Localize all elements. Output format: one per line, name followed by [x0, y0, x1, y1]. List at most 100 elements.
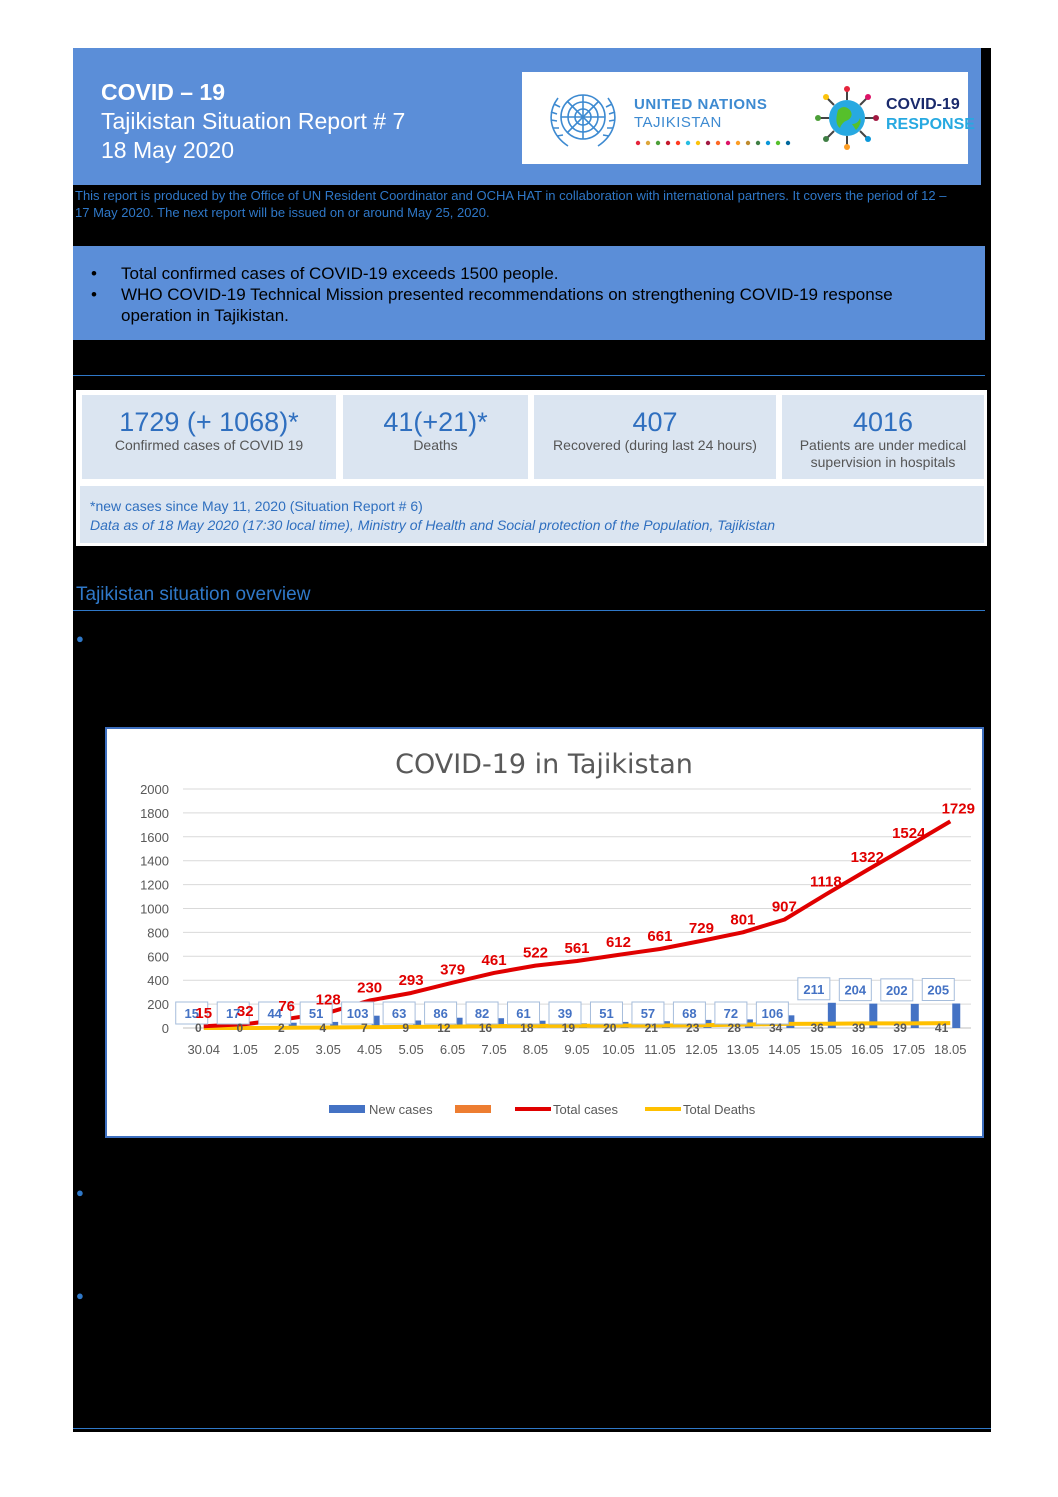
legend-label-total-deaths: Total Deaths [683, 1102, 756, 1117]
new-cases-data-label: 51 [599, 1006, 613, 1021]
new-cases-label-box [631, 1001, 665, 1025]
new-cases-bar [786, 1015, 795, 1028]
total-deaths-data-label: 12 [437, 1021, 451, 1035]
total-deaths-data-label: 34 [769, 1021, 783, 1035]
new-cases-label-box [258, 1001, 292, 1025]
x-tick-label: 10.05 [602, 1042, 635, 1057]
new-cases-bar [413, 1020, 422, 1028]
total-cases-data-label: 15 [195, 1005, 212, 1022]
legend-label-total-cases: Total cases [553, 1102, 619, 1117]
highlights-box: Total confirmed cases of COVID-19 exceed… [73, 246, 985, 340]
stat-value: 41(+21)* [383, 407, 488, 437]
covid-chart: COVID-19 in Tajikistan 0 200 400 600 800 1000 1… [105, 727, 984, 1138]
report-page: COVID – 19 Tajikistan Situation Report #… [73, 48, 991, 1432]
report-date: 18 May 2020 [101, 137, 234, 163]
x-tick-label: 8.05 [523, 1042, 548, 1057]
note-data-source: Data as of 18 May 2020 (17:30 local time… [90, 517, 776, 533]
new-cases-label-box [672, 1001, 706, 1025]
un-name-line2: TAJIKISTAN [634, 114, 722, 131]
y-tick-label: 400 [147, 973, 169, 988]
total-deaths-data-label: 9 [402, 1021, 409, 1035]
highlight-item: WHO COVID-19 Technical Mission presented… [91, 284, 985, 326]
total-deaths-data-label: 4 [319, 1021, 326, 1035]
stat-label: Patients are under medical supervision i… [799, 437, 967, 470]
covid-response-line2: RESPONSE [886, 116, 975, 133]
stat-deaths: 41(+21)* Deaths [343, 395, 528, 479]
total-cases-data-label: 907 [772, 899, 797, 916]
x-tick-label: 4.05 [357, 1042, 382, 1057]
x-tick-label: 15.05 [810, 1042, 843, 1057]
legend-swatch-orange-series [455, 1105, 491, 1113]
stat-label: Deaths [413, 437, 458, 453]
new-cases-label-box [714, 1001, 748, 1025]
total-cases-data-label: 612 [606, 934, 631, 951]
x-tick-label: 9.05 [564, 1042, 589, 1057]
note-new-cases: *new cases since May 11, 2020 (Situation… [90, 498, 423, 514]
new-cases-label-box [341, 1001, 375, 1025]
new-cases-data-label: 204 [844, 983, 866, 998]
total-deaths-data-label: 39 [893, 1021, 907, 1035]
new-cases-data-label: 39 [558, 1006, 572, 1021]
new-cases-data-label: 57 [641, 1006, 655, 1021]
x-tick-label: 5.05 [398, 1042, 423, 1057]
total-cases-data-label: 76 [278, 998, 295, 1015]
y-tick-label: 0 [162, 1021, 169, 1036]
new-cases-label-box [465, 1001, 499, 1025]
bullet-icon: ● [76, 1185, 84, 1200]
y-tick-label: 800 [147, 925, 169, 940]
total-deaths-data-label: 19 [562, 1021, 576, 1035]
new-cases-data-label: 106 [762, 1006, 784, 1021]
new-cases-label-box [755, 1001, 789, 1025]
x-tick-label: 6.05 [440, 1042, 465, 1057]
y-tick-label: 1600 [140, 830, 169, 845]
new-cases-bar [288, 1022, 297, 1028]
new-cases-label-box [548, 1001, 582, 1025]
total-deaths-data-label: 21 [645, 1021, 659, 1035]
total-cases-data-label: 1729 [942, 800, 975, 817]
new-cases-bar [371, 1015, 380, 1028]
x-tick-label: 3.05 [316, 1042, 341, 1057]
x-tick-label: 30.04 [187, 1042, 220, 1057]
y-tick-label: 1200 [140, 878, 169, 893]
new-cases-label-box [589, 1001, 623, 1025]
x-tick-label: 1.05 [233, 1042, 258, 1057]
x-tick-label: 11.05 [644, 1042, 676, 1057]
logo-panel: UNITED NATIONS TAJIKISTAN [522, 72, 975, 164]
covid-response-emblem-icon [815, 86, 879, 150]
total-deaths-line [203, 1021, 951, 1030]
stat-recovered: 407 Recovered (during last 24 hours) [534, 395, 776, 479]
new-cases-bar [454, 1017, 463, 1028]
stat-confirmed: 1729 (+ 1068)* Confirmed cases of COVID … [82, 395, 336, 479]
y-tick-label: 1800 [140, 806, 169, 821]
total-deaths-data-label: 20 [603, 1021, 617, 1035]
new-cases-data-label: 72 [724, 1006, 738, 1021]
covid-response-line1: COVID-19 [886, 96, 960, 113]
new-cases-label-box [838, 978, 872, 1002]
new-cases-data-label: 68 [682, 1006, 696, 1021]
section-divider [73, 610, 985, 611]
new-cases-bar [910, 1003, 919, 1028]
legend-label-new-cases: New cases [369, 1102, 433, 1117]
x-tick-label: 7.05 [481, 1042, 506, 1057]
total-deaths-data-label: 23 [686, 1021, 700, 1035]
total-deaths-data-label: 41 [935, 1021, 949, 1035]
section-title: Tajikistan situation overview [76, 584, 311, 605]
new-cases-label-box [299, 1001, 333, 1025]
y-tick-label: 2000 [140, 782, 169, 797]
bullet-icon: ● [76, 631, 84, 646]
key-figures-panel: 1729 (+ 1068)* Confirmed cases of COVID … [76, 390, 987, 546]
total-deaths-data-label: 0 [195, 1021, 202, 1035]
total-deaths-data-label: 2 [278, 1021, 285, 1035]
new-cases-data-label: 17 [226, 1006, 240, 1021]
total-cases-data-label: 32 [237, 1003, 254, 1020]
x-tick-label: 14.05 [768, 1042, 801, 1057]
sdg-color-dots [635, 140, 791, 146]
x-tick-label: 16.05 [851, 1042, 884, 1057]
new-cases-data-label: 44 [267, 1006, 282, 1021]
total-cases-data-label: 522 [523, 945, 548, 962]
new-cases-data-label: 103 [347, 1006, 369, 1021]
new-cases-label-box [382, 1001, 416, 1025]
un-name-line1: UNITED NATIONS [634, 96, 768, 113]
intro-paragraph: This report is produced by the Office of… [75, 188, 947, 220]
total-deaths-data-label: 36 [810, 1021, 824, 1035]
